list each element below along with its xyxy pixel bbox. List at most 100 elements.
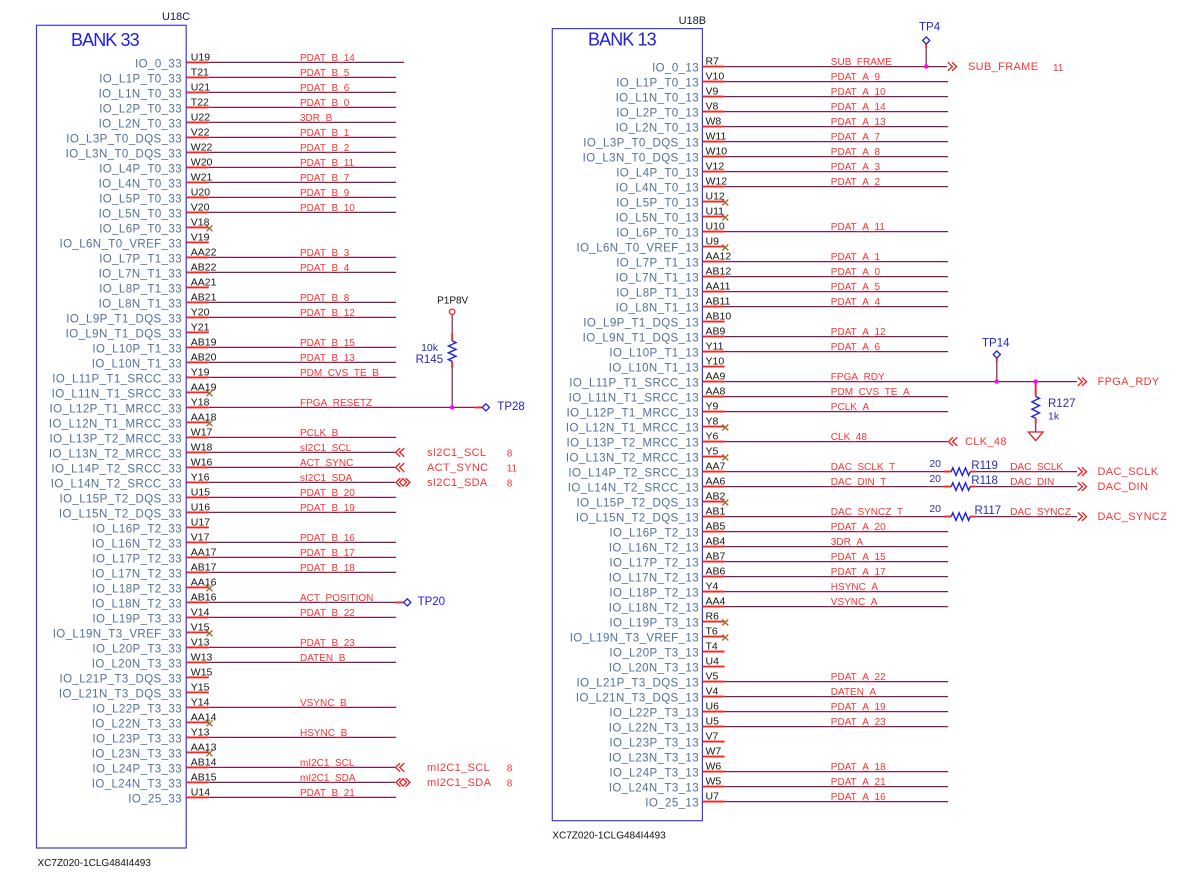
svg-text:IO_0_13: IO_0_13: [652, 63, 699, 75]
svg-text:AB16: AB16: [191, 591, 217, 603]
svg-text:FPGA_RDY: FPGA_RDY: [831, 372, 885, 383]
svg-text:IO_L11P_T1_SRCC_33: IO_L11P_T1_SRCC_33: [52, 373, 182, 385]
svg-text:IO_L8P_T1_33: IO_L8P_T1_33: [99, 283, 182, 295]
svg-text:IO_L24P_T3_33: IO_L24P_T3_33: [92, 763, 182, 775]
svg-text:U16: U16: [191, 501, 210, 513]
svg-text:IO_L21P_T3_DQS_13: IO_L21P_T3_DQS_13: [576, 678, 699, 690]
svg-text:PDAT_A_2: PDAT_A_2: [831, 177, 881, 188]
svg-text:DATEN_B: DATEN_B: [300, 653, 346, 664]
svg-text:IO_L10N_T1_13: IO_L10N_T1_13: [609, 363, 699, 375]
svg-text:IO_L24N_T3_13: IO_L24N_T3_13: [609, 783, 699, 795]
svg-text:W13: W13: [191, 651, 213, 663]
svg-text:IO_L20P_T3_13: IO_L20P_T3_13: [609, 648, 699, 660]
svg-text:IO_L16N_T2_13: IO_L16N_T2_13: [609, 543, 699, 555]
svg-text:IO_L23P_T3_33: IO_L23P_T3_33: [92, 733, 182, 745]
svg-text:IO_L11P_T1_SRCC_13: IO_L11P_T1_SRCC_13: [569, 378, 699, 390]
svg-text:DAC_DIN: DAC_DIN: [1010, 477, 1054, 488]
svg-text:Y13: Y13: [191, 726, 210, 738]
svg-text:IO_L13P_T2_MRCC_13: IO_L13P_T2_MRCC_13: [567, 438, 700, 450]
svg-text:BANK 13: BANK 13: [588, 30, 657, 50]
svg-text:IO_L8N_T1_13: IO_L8N_T1_13: [616, 303, 699, 315]
svg-text:PDAT_B_15: PDAT_B_15: [300, 338, 355, 349]
svg-text:IO_L5N_T0_33: IO_L5N_T0_33: [99, 208, 182, 220]
svg-text:AB1: AB1: [706, 506, 726, 518]
svg-text:IO_L24P_T3_13: IO_L24P_T3_13: [609, 768, 699, 780]
svg-text:IO_L4P_T0_33: IO_L4P_T0_33: [99, 163, 182, 175]
svg-text:PDAT_A_5: PDAT_A_5: [831, 282, 881, 293]
svg-text:U18C: U18C: [162, 11, 190, 23]
svg-text:IO_L2P_T0_13: IO_L2P_T0_13: [616, 108, 699, 120]
svg-text:PDAT_A_19: PDAT_A_19: [831, 702, 886, 713]
svg-text:AA18: AA18: [191, 411, 217, 423]
svg-text:PDAT_B_3: PDAT_B_3: [300, 248, 350, 259]
svg-text:Y19: Y19: [191, 366, 210, 378]
svg-text:IO_L15P_T2_DQS_33: IO_L15P_T2_DQS_33: [59, 493, 182, 505]
svg-text:AB17: AB17: [191, 561, 217, 573]
svg-text:Y10: Y10: [706, 356, 725, 368]
svg-text:U6: U6: [706, 701, 720, 713]
svg-text:IO_L18N_T2_13: IO_L18N_T2_13: [609, 603, 699, 615]
svg-text:U11: U11: [706, 206, 725, 218]
svg-text:V18: V18: [191, 216, 210, 228]
svg-text:IO_L15N_T2_DQS_13: IO_L15N_T2_DQS_13: [576, 513, 699, 525]
svg-text:HSYNC_A: HSYNC_A: [831, 582, 879, 593]
svg-text:IO_L5P_T0_13: IO_L5P_T0_13: [616, 198, 699, 210]
svg-text:mI2C1_SCL: mI2C1_SCL: [427, 762, 490, 774]
svg-text:W16: W16: [191, 456, 213, 468]
svg-text:11: 11: [507, 464, 518, 475]
svg-text:HSYNC_B: HSYNC_B: [300, 728, 348, 739]
svg-text:R145: R145: [416, 354, 444, 366]
svg-text:U5: U5: [706, 716, 720, 728]
svg-text:IO_L4N_T0_33: IO_L4N_T0_33: [99, 178, 182, 190]
svg-text:IO_L23P_T3_13: IO_L23P_T3_13: [609, 738, 699, 750]
svg-text:20: 20: [929, 473, 941, 485]
svg-text:V10: V10: [706, 71, 725, 83]
svg-text:BANK 33: BANK 33: [71, 30, 140, 50]
svg-text:V9: V9: [706, 86, 719, 98]
svg-text:V8: V8: [706, 101, 719, 113]
svg-text:Y18: Y18: [191, 396, 210, 408]
svg-text:FPGA_RDY: FPGA_RDY: [1098, 376, 1160, 388]
svg-text:PDAT_A_17: PDAT_A_17: [831, 567, 886, 578]
svg-text:Y8: Y8: [706, 416, 719, 428]
svg-text:IO_L22P_T3_33: IO_L22P_T3_33: [92, 703, 182, 715]
svg-text:U14: U14: [191, 786, 210, 798]
svg-text:DAC_SCLK: DAC_SCLK: [1098, 466, 1159, 478]
svg-text:AA22: AA22: [191, 246, 217, 258]
svg-text:IO_L18P_T2_13: IO_L18P_T2_13: [609, 588, 699, 600]
svg-text:IO_L12N_T1_MRCC_33: IO_L12N_T1_MRCC_33: [49, 418, 182, 430]
svg-text:IO_L9P_T1_DQS_13: IO_L9P_T1_DQS_13: [583, 318, 699, 330]
svg-text:20: 20: [929, 458, 941, 470]
svg-text:Y11: Y11: [706, 341, 724, 353]
svg-text:IO_L18P_T2_33: IO_L18P_T2_33: [92, 583, 182, 595]
svg-text:PDAT_B_12: PDAT_B_12: [300, 308, 355, 319]
svg-text:AB15: AB15: [191, 771, 217, 783]
svg-text:U21: U21: [191, 81, 210, 93]
svg-text:IO_L1N_T0_33: IO_L1N_T0_33: [99, 88, 182, 100]
svg-text:VSYNC_A: VSYNC_A: [831, 597, 878, 608]
svg-text:PDAT_B_20: PDAT_B_20: [300, 488, 355, 499]
svg-text:T21: T21: [191, 66, 209, 78]
svg-text:TP4: TP4: [919, 22, 941, 34]
svg-text:AB11: AB11: [706, 296, 731, 308]
svg-text:IO_L10P_T1_13: IO_L10P_T1_13: [609, 348, 699, 360]
svg-text:AA11: AA11: [706, 281, 731, 293]
svg-text:IO_L15P_T2_DQS_13: IO_L15P_T2_DQS_13: [576, 498, 699, 510]
svg-text:Y16: Y16: [191, 471, 210, 483]
svg-text:PDAT_A_1: PDAT_A_1: [831, 252, 881, 263]
svg-text:PDAT_A_10: PDAT_A_10: [831, 87, 886, 98]
svg-text:W5: W5: [706, 776, 722, 788]
svg-text:W22: W22: [191, 141, 213, 153]
svg-text:U19: U19: [191, 51, 210, 63]
svg-text:IO_L5P_T0_33: IO_L5P_T0_33: [99, 193, 182, 205]
svg-text:V19: V19: [191, 231, 210, 243]
svg-text:IO_L1P_T0_13: IO_L1P_T0_13: [616, 78, 699, 90]
svg-text:TP20: TP20: [418, 596, 446, 608]
svg-text:IO_L19P_T3_33: IO_L19P_T3_33: [92, 613, 182, 625]
svg-text:DAC_DIN: DAC_DIN: [1098, 481, 1149, 493]
svg-text:IO_L21N_T3_DQS_13: IO_L21N_T3_DQS_13: [576, 693, 699, 705]
svg-text:IO_L6N_T0_VREF_33: IO_L6N_T0_VREF_33: [59, 238, 182, 250]
svg-text:PDAT_A_3: PDAT_A_3: [831, 162, 881, 173]
svg-text:IO_L4P_T0_13: IO_L4P_T0_13: [616, 168, 699, 180]
svg-text:AB20: AB20: [191, 351, 217, 363]
